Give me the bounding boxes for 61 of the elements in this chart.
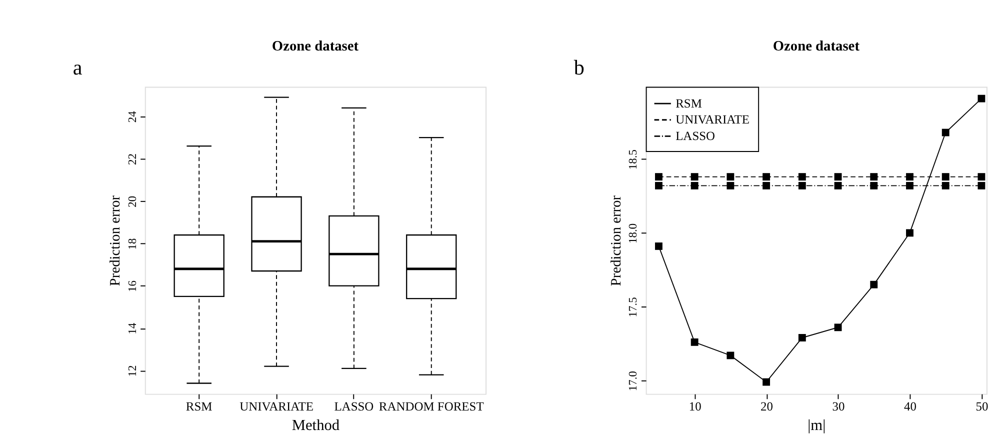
x-tick-label: 40 <box>904 400 916 414</box>
point <box>978 173 986 181</box>
y-tick-label: 18 <box>126 238 139 250</box>
point <box>906 229 914 237</box>
x-tick-label: 10 <box>688 400 702 414</box>
text: a <box>72 55 83 80</box>
point <box>906 173 914 181</box>
x-tick-label: 30 <box>832 400 845 414</box>
point <box>726 352 734 360</box>
legend-label: UNIVARIATE <box>676 112 750 127</box>
chart-title: Ozone dataset <box>772 38 860 54</box>
point <box>942 128 950 136</box>
legend-label: RSM <box>676 96 702 110</box>
point <box>655 182 662 190</box>
point <box>834 324 842 332</box>
y-axis-title: Prediction error <box>608 195 624 286</box>
y-tick-label: 22 <box>126 153 139 165</box>
point <box>690 173 698 181</box>
y-tick-label: 18.0 <box>628 223 640 244</box>
point <box>655 173 662 181</box>
point <box>942 173 950 181</box>
x-tick-label: UNIVARIATE <box>240 400 314 414</box>
point <box>870 280 878 288</box>
y-tick-label: 17.0 <box>628 370 640 392</box>
point <box>655 242 662 250</box>
point <box>978 94 986 102</box>
chart-title: Ozone dataset <box>272 38 359 54</box>
point <box>762 182 770 190</box>
point <box>870 173 878 181</box>
point <box>690 338 698 346</box>
point <box>942 182 950 190</box>
point <box>762 378 770 386</box>
x-tick-label: 50 <box>976 400 988 414</box>
point <box>762 173 770 181</box>
point <box>834 182 842 190</box>
point <box>834 173 842 181</box>
x-axis-title: Method <box>292 416 340 434</box>
y-tick-label: 14 <box>126 322 139 334</box>
y-tick-label: 20 <box>126 196 139 208</box>
x-tick-label: RANDOM FOREST <box>378 400 484 414</box>
point <box>798 334 806 342</box>
point <box>978 182 986 190</box>
point <box>726 182 734 190</box>
y-tick-label: 18.5 <box>628 149 640 170</box>
x-axis-title: |m| <box>808 416 826 434</box>
point <box>690 182 698 190</box>
point <box>906 182 914 190</box>
x-tick-label: LASSO <box>334 400 374 414</box>
point <box>726 173 734 181</box>
x-tick-label: RSM <box>186 400 212 414</box>
y-tick-label: 12 <box>126 365 139 377</box>
x-tick-label: 20 <box>760 400 774 414</box>
point <box>798 173 806 181</box>
y-tick-label: 17.5 <box>628 296 640 318</box>
y-axis-title: Prediction error <box>107 195 124 286</box>
point <box>798 182 806 190</box>
point <box>870 182 878 190</box>
legend-label: LASSO <box>676 129 716 144</box>
text: b <box>574 55 584 80</box>
y-tick-label: 16 <box>126 280 139 292</box>
y-tick-label: 24 <box>126 110 139 123</box>
